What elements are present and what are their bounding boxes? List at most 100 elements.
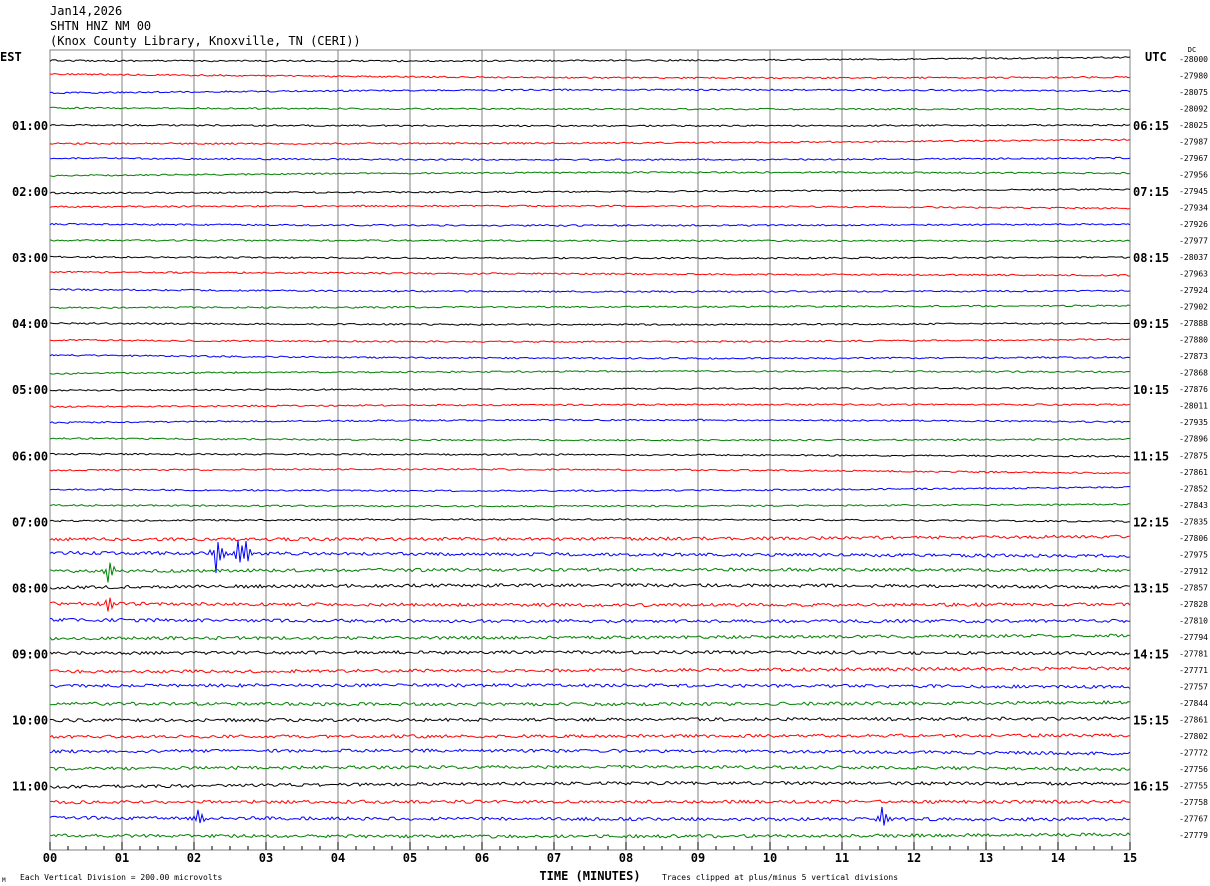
trace-line	[49, 617, 1131, 624]
dc-offset-label: -27980	[1179, 72, 1208, 81]
dc-offset-label: -28025	[1179, 121, 1208, 130]
est-time-label: 11:00	[12, 779, 48, 793]
utc-time-label: 06:15	[1133, 119, 1169, 133]
dc-offset-label: -27896	[1179, 435, 1208, 444]
trace-line	[49, 633, 1131, 641]
plot-frame	[49, 49, 1131, 851]
est-time-label: 06:00	[12, 449, 48, 463]
station-label: SHTN HNZ NM 00	[50, 19, 152, 33]
trace-line	[49, 452, 1131, 458]
corner-mark: M	[2, 877, 6, 884]
dc-title: DC	[1188, 46, 1196, 54]
x-tick-label: 01	[115, 851, 129, 865]
trace-line	[49, 106, 1131, 111]
dc-offset-label: -27835	[1179, 517, 1208, 526]
x-tick-label: 07	[547, 851, 561, 865]
x-tick-label: 13	[979, 851, 993, 865]
trace-line	[49, 88, 1131, 95]
x-tick-label: 15	[1123, 851, 1137, 865]
dc-offset-label: -28092	[1179, 105, 1208, 114]
utc-time-label: 10:15	[1133, 383, 1169, 397]
trace-line	[49, 338, 1131, 344]
dc-offset-label: -27868	[1179, 369, 1208, 378]
dc-offset-label: -27861	[1179, 468, 1208, 477]
x-tick-label: 11	[835, 851, 849, 865]
dc-offset-label: -28000	[1179, 55, 1208, 64]
trace-line	[49, 503, 1131, 508]
trace-line	[49, 353, 1131, 360]
dc-offset-label: -27771	[1179, 666, 1208, 675]
utc-axis-title: UTC	[1145, 50, 1167, 64]
dc-offset-label: -27902	[1179, 303, 1208, 312]
trace-line	[49, 304, 1131, 310]
est-time-label: 05:00	[12, 383, 48, 397]
dc-offset-label: -28075	[1179, 88, 1208, 97]
utc-time-label: 16:15	[1133, 779, 1169, 793]
trace-line	[49, 156, 1131, 162]
dc-offset-label: -27806	[1179, 534, 1208, 543]
dc-offset-label: -27857	[1179, 583, 1208, 592]
dc-offset-label: -27852	[1179, 484, 1208, 493]
x-tick-label: 02	[187, 851, 201, 865]
dc-offset-label: -27772	[1179, 748, 1208, 757]
trace-line	[49, 403, 1131, 409]
trace-line	[49, 764, 1131, 772]
utc-time-label: 12:15	[1133, 515, 1169, 529]
trace-line	[49, 597, 1131, 612]
trace-line	[49, 188, 1131, 195]
trace-line	[49, 716, 1131, 723]
dc-offset-label: -27888	[1179, 319, 1208, 328]
trace-line	[49, 582, 1131, 590]
trace-line	[49, 418, 1131, 424]
trace-line	[49, 288, 1131, 293]
utc-time-label: 09:15	[1133, 317, 1169, 331]
trace-line	[49, 748, 1131, 756]
trace-line	[49, 386, 1131, 392]
dc-offset-label: -27963	[1179, 270, 1208, 279]
dc-offset-label: -27967	[1179, 154, 1208, 163]
dc-offset-label: -27779	[1179, 831, 1208, 840]
trace-line	[49, 540, 1131, 574]
dc-offset-label: -27810	[1179, 616, 1208, 625]
dc-offset-label: -27987	[1179, 138, 1208, 147]
trace-line	[49, 239, 1131, 243]
utc-time-label: 07:15	[1133, 185, 1169, 199]
trace-line	[49, 123, 1131, 128]
dc-offset-label: -27861	[1179, 715, 1208, 724]
trace-line	[49, 171, 1131, 178]
dc-offset-label: -27926	[1179, 220, 1208, 229]
dc-offset-label: -27977	[1179, 237, 1208, 246]
dc-offset-label: -27755	[1179, 781, 1208, 790]
dc-offset-label: -27802	[1179, 732, 1208, 741]
est-time-label: 09:00	[12, 647, 48, 661]
utc-time-label: 13:15	[1133, 581, 1169, 595]
dc-offset-label: -27876	[1179, 385, 1208, 394]
trace-line	[49, 699, 1131, 707]
vertical-division-note: Each Vertical Division = 200.00 microvol…	[20, 873, 222, 882]
trace-line	[49, 832, 1131, 839]
dc-offset-label: -27880	[1179, 336, 1208, 345]
dc-offset-label: -27767	[1179, 814, 1208, 823]
clipping-note: Traces clipped at plus/minus 5 vertical …	[662, 873, 898, 882]
trace-line	[49, 806, 1131, 826]
utc-time-label: 14:15	[1133, 647, 1169, 661]
est-axis-title: EST	[0, 50, 22, 64]
dc-offset-label: -27975	[1179, 550, 1208, 559]
dc-offset-label: -27956	[1179, 171, 1208, 180]
trace-line	[49, 799, 1131, 805]
trace-line	[49, 222, 1131, 227]
dc-offset-label: -27934	[1179, 204, 1208, 213]
trace-line	[49, 255, 1130, 260]
location-label: (Knox County Library, Knoxville, TN (CER…	[50, 34, 361, 48]
x-axis-title: TIME (MINUTES)	[539, 869, 640, 883]
est-time-label: 08:00	[12, 581, 48, 595]
dc-offset-label: -27758	[1179, 798, 1208, 807]
x-tick-label: 08	[619, 851, 633, 865]
est-time-label: 07:00	[12, 515, 48, 529]
trace-line	[49, 370, 1131, 375]
est-time-label: 03:00	[12, 251, 48, 265]
dc-offset-label: -27875	[1179, 451, 1208, 460]
dc-offset-label: -27844	[1179, 699, 1208, 708]
dc-offset-label: -27945	[1179, 187, 1208, 196]
